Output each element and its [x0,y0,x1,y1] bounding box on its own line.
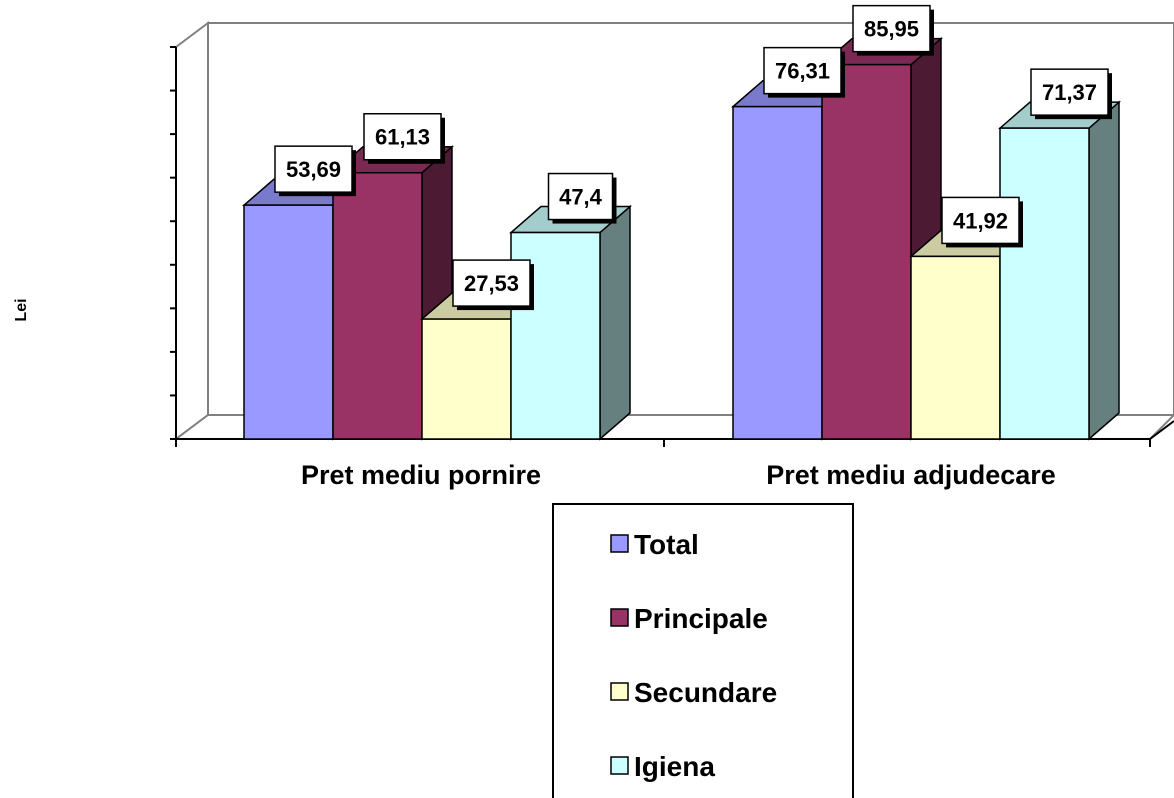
legend-swatch [610,756,629,775]
legend-label: Total [634,529,699,560]
bar-front [910,255,1001,440]
data-label-box [452,259,531,307]
bar [997,100,1122,441]
legend-items: Total Principale Secundare Igiena [610,529,777,782]
bar-front [821,63,912,440]
legend-box [552,503,854,798]
bar-front [999,127,1090,440]
data-label: 61,13 [363,112,445,164]
legend-item: Igiena [610,751,715,782]
data-label-box [1030,68,1109,116]
legend: Total Principale Secundare Igiena [552,503,854,798]
data-label-box [941,196,1020,245]
data-label-box [763,46,842,95]
data-labels: 53,69 61,13 27,53 47,4 76,31 85,95 41,92 71,37 [274,4,1112,311]
data-label-box [852,4,931,53]
data-label-value: 47,4 [559,185,603,210]
data-label: 76,31 [763,46,845,98]
data-label-value: 53,69 [286,157,341,182]
data-label: 27,53 [452,259,534,311]
legend-swatch [610,608,629,627]
bar [508,204,633,441]
bar-front [421,318,512,440]
data-label-value: 85,95 [864,17,919,42]
data-label-box [274,145,353,193]
bar-front [732,105,823,440]
data-label-value: 41,92 [953,208,1008,233]
data-label-value: 61,13 [375,125,430,150]
bar-side [1088,100,1120,441]
legend-label: Principale [634,603,768,634]
legend-swatch [610,682,629,701]
data-label: 47,4 [547,172,617,224]
data-label: 53,69 [274,145,356,197]
category-label: Pret mediu pornire [301,460,541,490]
data-label: 71,37 [1030,68,1112,120]
y-axis [170,46,177,440]
data-label: 41,92 [941,196,1023,248]
bar-side [599,204,631,441]
bar-front [332,171,423,440]
legend-item: Total [610,529,699,560]
legend-label: Secundare [634,677,777,708]
bar-front [243,204,334,440]
side-wall [175,21,209,441]
bar [330,145,455,441]
legend-swatch [610,534,629,553]
data-label-box [363,112,442,161]
legend-label: Igiena [634,751,715,782]
data-label-box [547,172,614,221]
x-axis-depth-edge [1149,420,1174,440]
legend-item: Principale [610,603,768,634]
legend-item: Secundare [610,677,777,708]
y-axis-label: Lei [13,298,30,321]
category-label: Pret mediu adjudecare [766,460,1056,490]
data-label-value: 71,37 [1042,80,1097,105]
y-ticks [170,46,176,440]
data-label-value: 76,31 [775,59,830,84]
data-label-value: 27,53 [464,271,519,296]
data-label: 85,95 [852,4,934,56]
